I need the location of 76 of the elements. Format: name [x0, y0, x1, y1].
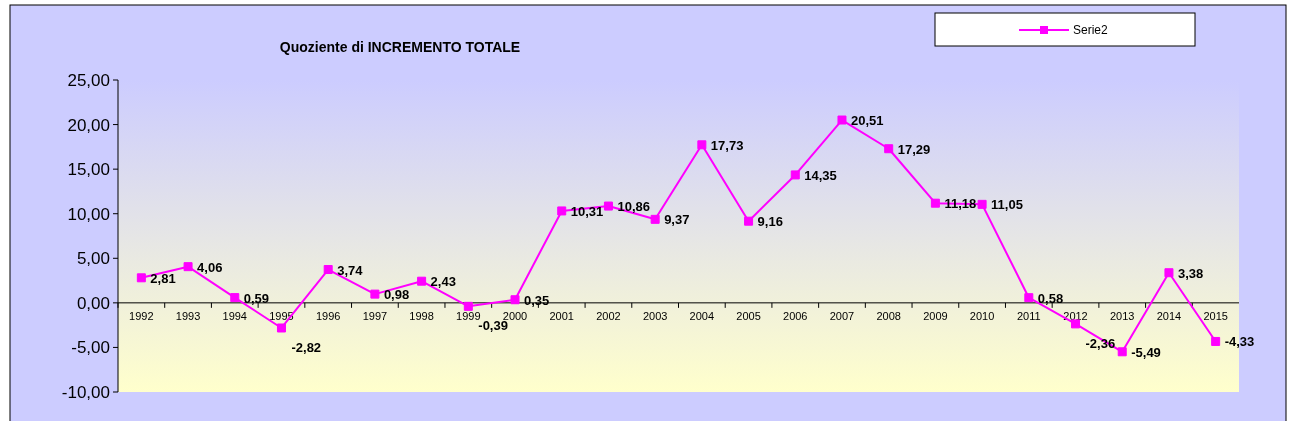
x-tick-label: 2004: [689, 309, 715, 322]
point: [276, 323, 286, 333]
point: [603, 201, 613, 211]
data-label: 0,58: [1037, 290, 1064, 306]
data-label: 0,98: [383, 287, 410, 303]
point: [510, 295, 520, 305]
data-label: 3,38: [1177, 265, 1204, 281]
point: [1117, 347, 1127, 357]
x-tick-label: 2010: [969, 309, 995, 322]
data-label: 17,29: [897, 141, 931, 157]
chart-title: Quoziente di INCREMENTO TOTALE: [279, 39, 521, 55]
point: [370, 289, 380, 299]
point: [463, 301, 473, 311]
x-tick-label: 2012: [1063, 309, 1088, 322]
data-label: 2,43: [430, 274, 456, 290]
point: [230, 293, 240, 303]
point: [930, 198, 940, 208]
x-tick-label: 2009: [923, 309, 948, 322]
x-tick-label: 2013: [1109, 309, 1135, 322]
point: [744, 216, 754, 226]
y-tick-label: 20,00: [67, 115, 110, 135]
x-tick-label: 2005: [736, 309, 761, 322]
data-label: -5,49: [1131, 344, 1161, 360]
x-tick-label: 2001: [549, 309, 574, 322]
y-tick-label: 25,00: [67, 70, 110, 90]
x-tick-label: 2002: [596, 309, 621, 322]
data-label: -4,33: [1224, 334, 1255, 350]
data-label: 9,37: [664, 212, 690, 228]
point: [1164, 268, 1174, 278]
point: [136, 273, 146, 283]
x-tick-label: 2000: [502, 309, 528, 322]
point: [837, 115, 847, 125]
x-tick-label: 1999: [456, 309, 481, 322]
point: [183, 262, 193, 272]
data-label: 4,06: [197, 259, 223, 275]
x-tick-label: 1993: [175, 309, 201, 322]
x-tick-label: 2008: [876, 309, 901, 322]
x-tick-label: 1994: [222, 309, 248, 322]
point: [323, 265, 333, 275]
point: [697, 140, 707, 150]
data-label: 17,73: [710, 137, 744, 153]
x-tick-label: 2006: [783, 309, 808, 322]
data-label: 20,51: [850, 113, 884, 129]
point: [1071, 319, 1081, 329]
x-tick-label: 2007: [829, 309, 855, 322]
x-tick-label: 2003: [642, 309, 668, 322]
data-label: 2,81: [150, 270, 176, 286]
x-tick-label: 1997: [362, 309, 388, 322]
y-tick-label: 10,00: [67, 204, 110, 224]
data-label: 11,05: [991, 197, 1023, 213]
point: [977, 199, 987, 209]
x-tick-label: 2014: [1156, 309, 1182, 322]
x-tick-label: 2015: [1203, 309, 1228, 322]
x-tick-label: 2011: [1016, 309, 1041, 322]
y-tick-label: 5,00: [76, 249, 110, 269]
x-tick-label: 1996: [315, 309, 341, 322]
point: [417, 276, 427, 286]
data-label: 10,86: [617, 199, 650, 215]
y-tick-label: -10,00: [61, 382, 110, 402]
point: [557, 206, 567, 216]
x-tick-label: 1992: [129, 309, 154, 322]
data-label: 0,59: [243, 290, 270, 306]
point: [1211, 336, 1221, 346]
data-label: 14,35: [804, 167, 837, 183]
point: [650, 214, 660, 224]
point: [790, 170, 800, 180]
y-tick-label: 0,00: [76, 293, 110, 313]
data-label: -2,82: [291, 340, 322, 355]
legend-label: Serie2: [1073, 23, 1109, 38]
data-label: 3,74: [337, 262, 364, 278]
point: [1024, 293, 1034, 303]
x-tick-label: 1998: [409, 309, 434, 322]
data-label: 9,16: [757, 214, 783, 230]
y-tick-label: 15,00: [67, 160, 110, 180]
point: [884, 144, 894, 154]
y-tick-label: -5,00: [71, 338, 110, 358]
